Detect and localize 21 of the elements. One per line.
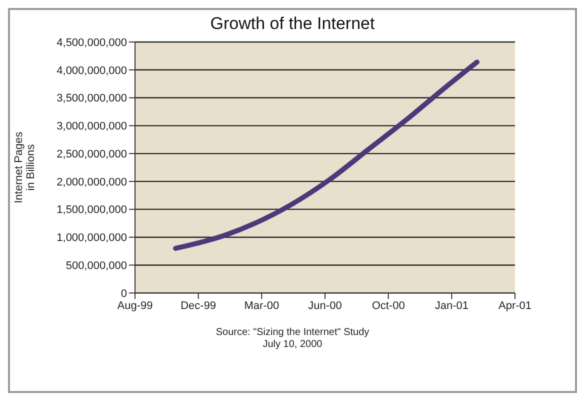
x-tick-label: Jun-00: [308, 300, 342, 312]
x-tick-label: Aug-99: [117, 300, 153, 312]
y-tick-label: 0: [120, 288, 127, 300]
y-tick-label: 3,000,000,000: [56, 120, 127, 133]
text: July 10, 2000: [262, 339, 324, 351]
x-tick-label: Dec-99: [180, 300, 216, 312]
source-note: Source: "Sizing the Internet" Study: [214, 327, 370, 339]
y-tick-label: 500,000,000: [66, 260, 127, 272]
chart-title: Growth of the Internet: [209, 14, 376, 34]
y-tick-label: 2,500,000,000: [56, 148, 127, 160]
y-tick-label: 4,000,000,000: [56, 64, 127, 77]
y-tick-label: 4,500,000,000: [56, 36, 127, 49]
x-tick-label: Mar-00: [244, 300, 280, 312]
y-tick-label: 2,000,000,000: [56, 176, 127, 188]
x-tick-label: Jan-01: [434, 300, 468, 312]
y-tick-label: 1,000,000,000: [56, 232, 127, 244]
y-axis-title: Internet Pages in Billions: [13, 131, 37, 204]
x-tick-label: Oct-00: [372, 300, 405, 312]
x-tick-label: Apr-01: [498, 300, 532, 312]
y-tick-label: 3,500,000,000: [56, 92, 127, 105]
y-tick-label: 1,500,000,000: [56, 204, 127, 216]
